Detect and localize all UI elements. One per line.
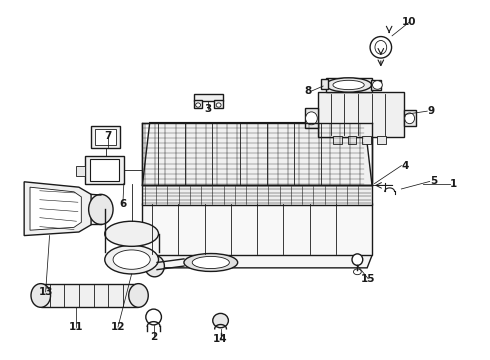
Ellipse shape xyxy=(216,103,221,107)
Ellipse shape xyxy=(31,284,50,307)
Bar xyxy=(214,100,223,108)
Bar xyxy=(143,185,372,205)
Ellipse shape xyxy=(145,255,164,277)
Bar xyxy=(362,136,371,144)
Polygon shape xyxy=(143,123,372,185)
Text: 3: 3 xyxy=(205,104,212,114)
Text: 11: 11 xyxy=(69,322,84,332)
Bar xyxy=(85,156,124,184)
Bar xyxy=(377,136,386,144)
Text: 6: 6 xyxy=(119,199,126,210)
Text: 5: 5 xyxy=(430,176,437,186)
Text: 14: 14 xyxy=(213,334,228,344)
Bar xyxy=(91,126,121,148)
Ellipse shape xyxy=(196,103,200,107)
Ellipse shape xyxy=(105,245,159,274)
Ellipse shape xyxy=(192,256,229,269)
Ellipse shape xyxy=(375,41,387,54)
Ellipse shape xyxy=(89,194,113,225)
Bar xyxy=(404,110,416,126)
Bar xyxy=(194,100,202,108)
Ellipse shape xyxy=(372,81,382,89)
Ellipse shape xyxy=(370,37,392,58)
Ellipse shape xyxy=(146,309,161,325)
Bar xyxy=(333,136,342,144)
Bar xyxy=(143,203,372,255)
Text: 2: 2 xyxy=(150,332,157,342)
Ellipse shape xyxy=(353,269,361,275)
Bar xyxy=(143,123,372,185)
Text: 15: 15 xyxy=(361,274,375,284)
Text: 10: 10 xyxy=(402,17,416,27)
Text: 9: 9 xyxy=(427,106,434,116)
Polygon shape xyxy=(30,187,81,230)
Ellipse shape xyxy=(113,250,150,269)
Bar xyxy=(41,284,139,307)
Text: 1: 1 xyxy=(450,179,458,189)
Ellipse shape xyxy=(306,112,318,125)
Bar xyxy=(347,136,356,144)
Text: 8: 8 xyxy=(304,86,312,96)
Ellipse shape xyxy=(352,254,363,265)
Text: 4: 4 xyxy=(401,161,409,171)
Text: 13: 13 xyxy=(38,287,53,297)
Ellipse shape xyxy=(184,253,238,271)
Ellipse shape xyxy=(326,78,371,92)
Text: 7: 7 xyxy=(104,131,112,141)
Bar xyxy=(76,166,85,176)
Bar xyxy=(194,94,223,101)
Bar xyxy=(326,78,372,92)
Bar xyxy=(95,129,117,145)
Ellipse shape xyxy=(405,113,415,124)
Ellipse shape xyxy=(333,80,364,90)
Bar xyxy=(305,108,318,128)
Ellipse shape xyxy=(129,284,148,307)
Bar xyxy=(371,80,381,90)
Text: 12: 12 xyxy=(111,322,125,332)
Bar xyxy=(321,79,328,89)
Polygon shape xyxy=(143,255,372,268)
Ellipse shape xyxy=(213,314,228,328)
Bar xyxy=(318,92,404,137)
Polygon shape xyxy=(24,182,91,235)
Bar xyxy=(90,159,119,181)
Ellipse shape xyxy=(105,221,159,246)
